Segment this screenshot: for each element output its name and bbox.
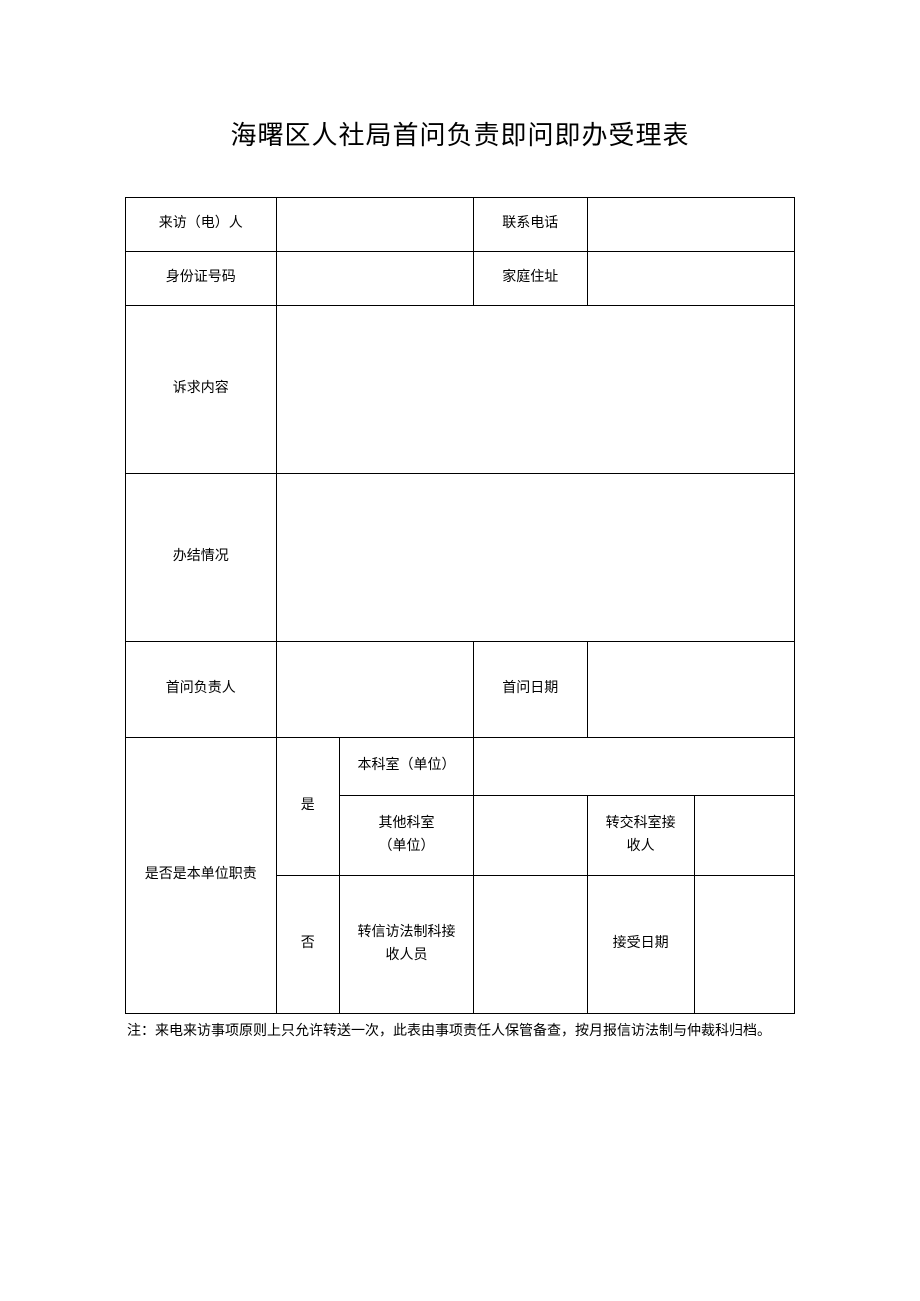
- label-this-department: 本科室（单位）: [340, 738, 474, 796]
- label-completion-status: 办结情况: [126, 474, 277, 642]
- acceptance-form-table: 来访（电）人 联系电话 身份证号码 家庭住址 诉求内容 办结情况 首问负责人 首…: [125, 197, 795, 1014]
- label-is-unit-responsibility: 是否是本单位职责: [126, 738, 277, 1014]
- field-legal-recipient: [473, 876, 587, 1014]
- footnote: 注：来电来访事项原则上只允许转送一次，此表由事项责任人保管备查，按月报信访法制与…: [125, 1020, 795, 1044]
- label-legal-recipient: 转信访法制科接 收人员: [340, 876, 474, 1014]
- field-appeal-content: [276, 306, 794, 474]
- field-id-number: [276, 252, 473, 306]
- label-no: 否: [276, 876, 340, 1014]
- label-id-number: 身份证号码: [126, 252, 277, 306]
- field-visitor: [276, 198, 473, 252]
- label-transfer-recipient: 转交科室接 收人: [587, 796, 694, 876]
- field-phone: [587, 198, 794, 252]
- label-visitor: 来访（电）人: [126, 198, 277, 252]
- label-appeal-content: 诉求内容: [126, 306, 277, 474]
- field-accept-date: [694, 876, 794, 1014]
- field-first-responsible: [276, 642, 473, 738]
- label-yes: 是: [276, 738, 340, 876]
- label-phone: 联系电话: [473, 198, 587, 252]
- field-first-date: [587, 642, 794, 738]
- field-other-department: [473, 796, 587, 876]
- label-accept-date: 接受日期: [587, 876, 694, 1014]
- field-completion-status: [276, 474, 794, 642]
- field-address: [587, 252, 794, 306]
- field-transfer-recipient: [694, 796, 794, 876]
- document-title: 海曙区人社局首问负责即问即办受理表: [125, 115, 795, 152]
- label-other-department: 其他科室 （单位）: [340, 796, 474, 876]
- label-first-responsible: 首问负责人: [126, 642, 277, 738]
- label-first-date: 首问日期: [473, 642, 587, 738]
- label-address: 家庭住址: [473, 252, 587, 306]
- field-this-department: [473, 738, 794, 796]
